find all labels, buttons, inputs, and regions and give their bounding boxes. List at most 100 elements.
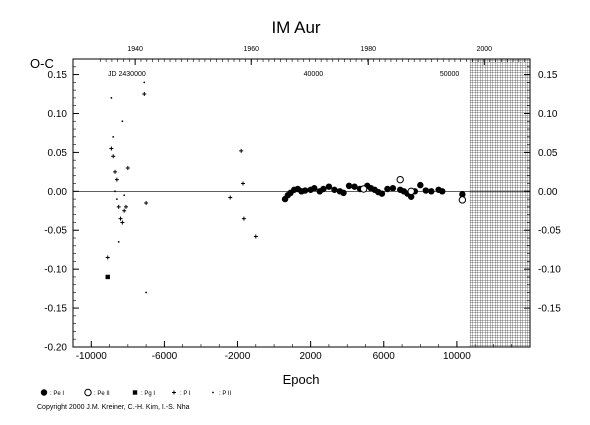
data-point-s3 — [120, 220, 125, 225]
x-ticks: -10000 -6000 -2000 2000 6000 10000 — [72, 341, 531, 362]
y-tick-label-right: -0.05 — [538, 226, 561, 237]
data-point-s4 — [117, 241, 120, 243]
data-point-s3 — [142, 92, 147, 97]
y-tick-label-left: 0.10 — [48, 109, 68, 120]
x-tick-label: 6000 — [373, 351, 396, 362]
data-point-s1 — [396, 175, 404, 184]
data-point-s3 — [241, 181, 246, 186]
legend-marker — [132, 390, 138, 395]
jd-tick-label: 40000 — [304, 71, 324, 78]
y-ticks-left: 0.15 0.10 0.05 0.00 -0.05 -0.10 -0.15 -0.20 — [44, 58, 79, 354]
x-tick-label: -10000 — [76, 351, 108, 362]
jd-tick-label: 50000 — [440, 71, 460, 78]
data-point-s3 — [144, 201, 149, 205]
y-ticks-right: 0.15 0.10 0.05 0.00 -0.05 -0.10 -0.15 — [524, 58, 561, 315]
data-point-s0 — [459, 191, 466, 198]
year-tick-label: 1940 — [127, 46, 143, 53]
jd-ticks: 40000 50000 — [304, 71, 460, 78]
data-point-s0 — [331, 186, 338, 193]
legend-marker — [40, 389, 48, 396]
data-point-s4 — [114, 190, 116, 193]
y-tick-label-right: 0.15 — [538, 70, 558, 81]
y-axis-label: O-C — [30, 56, 54, 71]
data-point-s1 — [407, 187, 415, 196]
legend-label: : P II — [219, 391, 232, 397]
data-point-s3 — [114, 177, 119, 182]
data-point-s3 — [116, 204, 121, 209]
x-axis-label: Epoch — [283, 372, 320, 387]
legend-marker — [212, 391, 214, 394]
y-tick-label-left: -0.05 — [44, 226, 67, 237]
data-point-s0 — [345, 182, 353, 190]
data-point-s3 — [241, 216, 246, 221]
y-tick-label-left: -0.15 — [44, 304, 67, 315]
data-point-s4 — [121, 120, 124, 123]
data-point-s4 — [110, 97, 113, 99]
x-tick-label: -2000 — [225, 351, 251, 362]
future-hatch — [469, 59, 530, 347]
data-point-s0 — [428, 188, 435, 195]
y-tick-label-right: -0.10 — [538, 265, 561, 276]
data-point-s0 — [301, 187, 309, 194]
data-point-s0 — [378, 190, 386, 197]
data-point-s3 — [113, 169, 118, 174]
y-tick-label-right: -0.15 — [538, 304, 561, 315]
data-point-s0 — [422, 187, 430, 194]
data-point-s0 — [389, 185, 397, 192]
legend-marker — [84, 388, 92, 397]
top-year-ticks: 1940 1960 1980 2000 — [99, 46, 525, 65]
data-point-s4 — [123, 194, 126, 197]
y-tick-label-right: 0.05 — [538, 148, 558, 159]
data-point-s1 — [458, 196, 467, 204]
data-point-s4 — [115, 198, 118, 201]
data-point-s3 — [125, 165, 130, 170]
data-point-s4 — [112, 135, 115, 138]
y-tick-label-right: 0.00 — [538, 187, 558, 198]
year-tick-label: 1960 — [243, 46, 259, 53]
legend: : Pe I : Pe II : Pg I : P I : P II — [40, 388, 232, 397]
data-point-s0 — [417, 181, 424, 189]
jd-label: JD 2430000 — [108, 71, 146, 78]
data-point-s3 — [239, 148, 244, 153]
legend-label: : Pg I — [141, 391, 155, 397]
data-point-s3 — [118, 216, 123, 221]
data-point-s3 — [105, 255, 110, 260]
data-point-s2 — [105, 274, 110, 280]
data-point-s3 — [109, 146, 114, 151]
data-point-s4 — [143, 81, 146, 84]
y-tick-label-right: 0.10 — [538, 109, 558, 120]
data-point-s3 — [122, 208, 127, 213]
data-point-s3 — [111, 154, 116, 159]
y-tick-label-left: -0.10 — [44, 265, 67, 276]
data-point-s3 — [228, 195, 233, 200]
year-tick-label: 2000 — [477, 46, 493, 53]
data-point-s4 — [145, 291, 148, 294]
x-tick-label: 2000 — [300, 351, 323, 362]
legend-label: : Pe I — [50, 391, 64, 397]
data-point-s0 — [320, 185, 327, 193]
data-point-s0 — [407, 193, 415, 200]
data-points — [105, 81, 467, 294]
data-point-s1 — [359, 185, 368, 193]
x-tick-label: -6000 — [152, 351, 178, 362]
data-point-s0 — [340, 189, 347, 197]
plot-frame — [72, 58, 531, 348]
y-tick-label-left: -0.20 — [44, 343, 67, 354]
data-point-s0 — [384, 185, 391, 193]
legend-marker — [172, 390, 176, 395]
data-point-s0 — [311, 185, 318, 192]
y-tick-label-left: 0.15 — [48, 70, 68, 81]
x-tick-label: 10000 — [443, 351, 471, 362]
data-point-s0 — [439, 188, 446, 195]
data-point-s3 — [124, 204, 129, 209]
data-point-s3 — [253, 234, 258, 239]
legend-label: : P I — [180, 391, 191, 397]
copyright-text: Copyright 2000 J.M. Kreiner, C.-H. Kim, … — [37, 404, 190, 411]
y-tick-label-left: 0.00 — [48, 187, 68, 198]
chart-title: IM Aur — [271, 18, 320, 37]
legend-label: : Pe II — [94, 391, 110, 397]
y-tick-label-left: 0.05 — [48, 148, 68, 159]
data-point-s0 — [351, 183, 358, 190]
year-tick-label: 1980 — [360, 46, 376, 53]
